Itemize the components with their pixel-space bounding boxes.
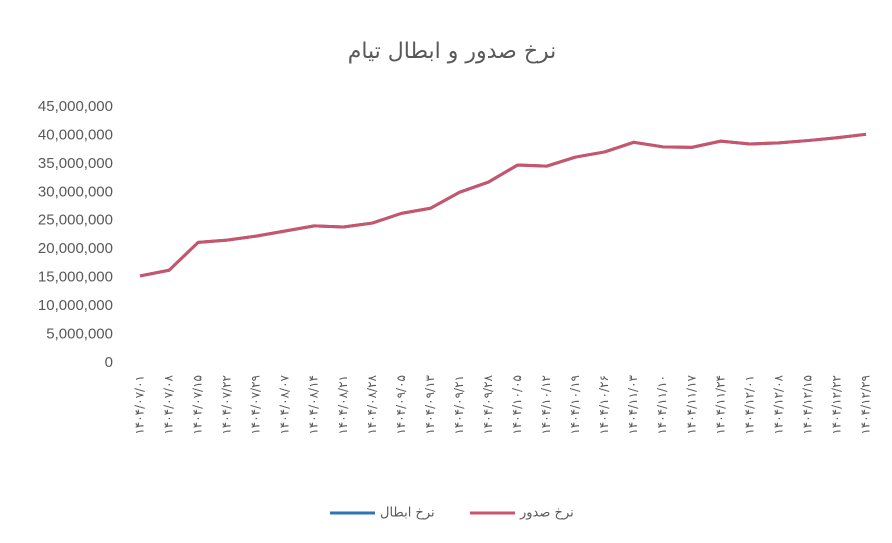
series-line (139, 132, 867, 278)
x-tick-label: ۱۴۰۴/۰۸/۲۸ (365, 374, 379, 434)
x-tick-label: ۱۴۰۴/۰۹/۲۸ (481, 374, 495, 434)
y-tick-label: 40,000,000 (38, 126, 113, 143)
x-tick-label: ۱۴۰۴/۱۱/۲۴ (713, 375, 727, 435)
x-tick-label: ۱۴۰۴/۰۷/۲۲ (220, 375, 234, 435)
y-tick-label: 15,000,000 (38, 269, 113, 286)
y-tick-label: 45,000,000 (38, 98, 113, 115)
y-tick-label: 10,000,000 (38, 297, 113, 314)
x-tick-label: ۱۴۰۴/۱۰/۲۶ (597, 375, 611, 435)
x-tick-label: ۱۴۰۴/۱۱/۱۷ (684, 374, 698, 434)
chart-title: نرخ صدور و ابطال تیام (348, 39, 557, 64)
x-tick-label: ۱۴۰۴/۱۰/۰۵ (510, 375, 524, 435)
y-tick-label: 0 (105, 354, 113, 371)
x-tick-label: ۱۴۰۴/۰۸/۲۱ (336, 375, 350, 435)
y-tick-label: 5,000,000 (46, 326, 113, 343)
x-tick-label: ۱۴۰۴/۰۹/۲۱ (452, 375, 466, 435)
y-tick-label: 35,000,000 (38, 155, 113, 172)
x-tick-label: ۱۴۰۴/۱۲/۲۲ (829, 375, 843, 435)
series-line (139, 132, 867, 278)
legend-label: نرخ ابطال (380, 506, 435, 521)
x-tick-label: ۱۴۰۴/۱۰/۱۲ (539, 375, 553, 435)
x-tick-label: ۱۴۰۴/۰۷/۰۱ (133, 375, 147, 435)
x-tick-label: ۱۴۰۴/۱۲/۲۹ (859, 375, 873, 435)
x-tick-label: ۱۴۰۴/۱۲/۰۱ (742, 375, 756, 435)
y-tick-label: 25,000,000 (38, 212, 113, 229)
x-tick-label: ۱۴۰۴/۱۲/۰۸ (771, 374, 785, 434)
legend-label: نرخ صدور (519, 506, 574, 521)
x-tick-label: ۱۴۰۴/۱۰/۱۹ (568, 375, 582, 435)
x-tick-label: ۱۴۰۴/۰۹/۱۳ (423, 374, 437, 434)
x-tick-label: ۱۴۰۴/۱۲/۱۵ (800, 375, 814, 435)
x-tick-label: ۱۴۰۴/۰۸/۰۷ (278, 374, 292, 434)
x-tick-label: ۱۴۰۴/۰۹/۰۵ (394, 375, 408, 435)
y-tick-label: 20,000,000 (38, 240, 113, 257)
x-tick-label: ۱۴۰۴/۰۷/۰۸ (162, 374, 176, 434)
y-tick-label: 30,000,000 (38, 183, 113, 200)
x-tick-label: ۱۴۰۴/۱۱/۰۳ (626, 374, 640, 434)
x-tick-label: ۱۴۰۴/۰۸/۱۴ (307, 375, 321, 435)
x-tick-label: ۱۴۰۴/۰۷/۱۵ (191, 375, 205, 435)
x-tick-label: ۱۴۰۴/۱۱/۱۰ (655, 375, 669, 435)
x-tick-label: ۱۴۰۴/۰۷/۲۹ (249, 375, 263, 435)
